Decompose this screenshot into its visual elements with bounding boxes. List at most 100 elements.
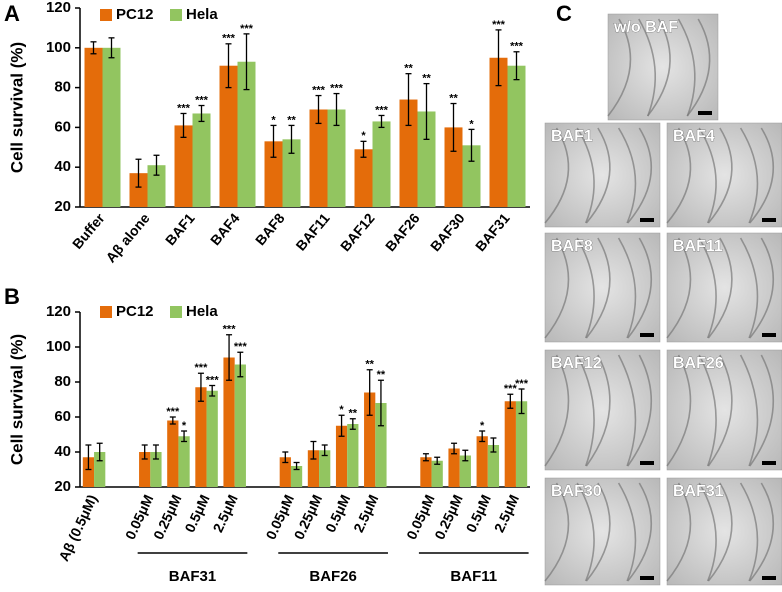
micrograph bbox=[666, 122, 782, 228]
x-tick-label: BAF26 bbox=[382, 210, 423, 254]
micrograph-label: BAF30 bbox=[551, 483, 602, 500]
significance-label: ** bbox=[377, 369, 386, 381]
error-bar bbox=[96, 442, 103, 462]
bar bbox=[206, 390, 218, 487]
bar bbox=[219, 65, 238, 208]
fibril bbox=[739, 354, 759, 467]
bar bbox=[507, 65, 526, 208]
scale-bar bbox=[698, 111, 712, 115]
legend-swatch bbox=[100, 306, 112, 318]
fibril bbox=[544, 127, 570, 224]
error-bar bbox=[197, 372, 204, 402]
micrograph bbox=[544, 232, 661, 343]
x-tick-label: BAF1 bbox=[162, 210, 198, 248]
x-tick-label: BAF12 bbox=[337, 210, 378, 254]
error-bar bbox=[226, 334, 233, 381]
bar bbox=[364, 392, 376, 487]
micrograph-label: BAF12 bbox=[551, 355, 602, 372]
panel-letter: C bbox=[556, 1, 572, 26]
micrograph-label: BAF4 bbox=[673, 128, 715, 145]
bar bbox=[174, 125, 193, 207]
micrograph-label: BAF1 bbox=[551, 128, 593, 145]
scale-bar bbox=[762, 218, 776, 222]
fibril bbox=[576, 354, 595, 467]
micrograph-label: BAF26 bbox=[673, 355, 724, 372]
error-bar bbox=[333, 92, 340, 127]
bar bbox=[102, 47, 121, 207]
y-tick-label: 80 bbox=[54, 373, 71, 390]
fibril bbox=[627, 127, 652, 224]
significance-label: * bbox=[339, 404, 344, 416]
bar bbox=[264, 141, 283, 207]
bar bbox=[459, 455, 471, 487]
bar bbox=[372, 121, 391, 207]
fibril bbox=[677, 18, 696, 117]
x-tick-label: 2.5μM bbox=[350, 492, 381, 535]
error-bar bbox=[349, 418, 356, 430]
significance-label: *** bbox=[515, 378, 529, 390]
y-axis-label: Cell survival (%) bbox=[7, 334, 26, 465]
bar bbox=[139, 452, 151, 487]
y-tick-label: 60 bbox=[54, 118, 71, 135]
error-bar bbox=[338, 414, 345, 437]
fibril bbox=[544, 354, 570, 467]
y-tick-label: 120 bbox=[46, 303, 71, 320]
significance-label: *** bbox=[330, 82, 344, 94]
micrograph-label: BAF8 bbox=[551, 238, 593, 255]
bar bbox=[487, 445, 500, 487]
bar bbox=[237, 61, 256, 208]
fibril bbox=[698, 237, 717, 339]
legend-label: Hela bbox=[186, 6, 218, 23]
x-tick-label: BAF8 bbox=[252, 210, 288, 248]
bar bbox=[431, 460, 443, 487]
significance-label: *** bbox=[206, 374, 220, 386]
bar bbox=[234, 364, 246, 487]
error-bar bbox=[405, 73, 412, 127]
micrograph-label: w/o BAF bbox=[613, 19, 678, 36]
micrograph bbox=[666, 477, 782, 586]
bar bbox=[354, 149, 373, 207]
micrograph-label: BAF31 bbox=[673, 483, 724, 500]
significance-label: * bbox=[469, 118, 474, 130]
bar bbox=[309, 109, 328, 207]
error-bar bbox=[152, 444, 159, 460]
group-label: BAF31 bbox=[169, 568, 217, 585]
fibril bbox=[617, 482, 637, 582]
significance-label: *** bbox=[240, 23, 254, 35]
bar bbox=[282, 139, 301, 207]
bar bbox=[223, 357, 235, 487]
significance-label: ** bbox=[449, 92, 458, 104]
error-bar bbox=[198, 104, 205, 123]
x-tick-label: 0.5μM bbox=[181, 492, 212, 535]
fibril bbox=[749, 127, 774, 224]
y-tick-label: 100 bbox=[46, 338, 71, 355]
x-tick-label: 0.5μM bbox=[322, 492, 353, 535]
significance-label: *** bbox=[177, 102, 191, 114]
fibril bbox=[666, 482, 692, 582]
micrograph-label: BAF11 bbox=[673, 238, 723, 255]
fibril bbox=[646, 18, 671, 117]
bar bbox=[195, 387, 207, 487]
fibril bbox=[707, 237, 733, 339]
significance-label: *** bbox=[234, 341, 248, 353]
micrograph bbox=[544, 477, 661, 586]
scale-bar bbox=[762, 333, 776, 337]
significance-label: *** bbox=[195, 94, 209, 106]
x-tick-label: BAF4 bbox=[207, 210, 243, 248]
legend-swatch bbox=[100, 9, 112, 21]
error-bar bbox=[423, 82, 430, 140]
error-bar bbox=[479, 430, 486, 443]
bar bbox=[178, 436, 190, 487]
significance-label: *** bbox=[504, 383, 518, 395]
scale-bar bbox=[640, 218, 654, 222]
error-bar bbox=[282, 451, 289, 464]
error-bar bbox=[293, 461, 300, 471]
significance-label: *** bbox=[222, 33, 236, 45]
scale-bar bbox=[762, 461, 776, 465]
error-bar bbox=[518, 388, 525, 415]
fibril bbox=[698, 127, 717, 224]
error-bar bbox=[513, 51, 520, 81]
fibril bbox=[749, 354, 775, 467]
error-bar bbox=[180, 112, 187, 139]
